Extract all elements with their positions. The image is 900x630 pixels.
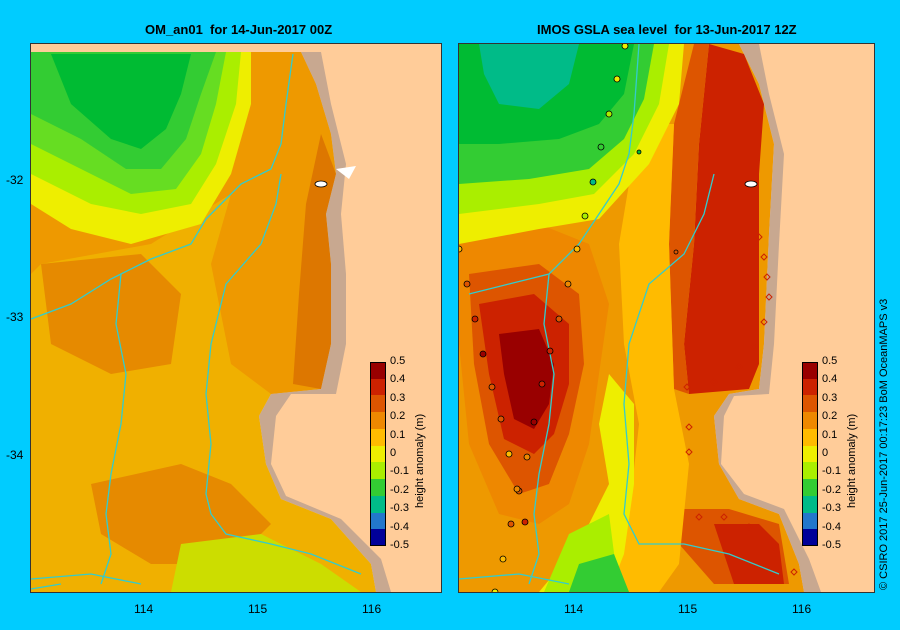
right-map [458,43,875,593]
colorbar-swatch [370,362,386,380]
colorbar-tick-label: 0 [390,447,397,459]
right-colorbar-title: height anomaly (m) [846,413,858,508]
left-colorbar: 0.5 0.4 0.3 0.2 0.1 0 -0.1 -0.2 -0.3 -0.4 -0.5 [370,355,409,551]
right-panel-title: IMOS GSLA sea level for 13-Jun-2017 12Z [537,22,797,37]
x-tick: 115 [248,602,268,616]
left-colorbar-title: height anomaly (m) [414,413,426,508]
colorbar-tick-label: 0.3 [390,391,406,404]
colorbar-swatch [802,412,818,430]
altimetry-markers [459,44,679,592]
colorbar-swatch [370,445,386,463]
colorbar-swatch [802,428,818,447]
colorbar-swatch [370,462,386,480]
colorbar-tick-label: -0.3 [822,502,841,515]
colorbar-tick-label: -0.5 [390,539,409,551]
colorbar-swatch [370,512,386,530]
colorbar-swatch [802,462,818,480]
colorbar-tick-label: 0.2 [390,410,406,423]
colorbar-swatch [370,378,386,396]
colorbar-swatch [802,445,818,463]
right-colorbar: 0.5 0.4 0.3 0.2 0.1 0 -0.1 -0.2 -0.3 -0.4 -0.5 [802,355,841,551]
colorbar-swatch [802,479,818,497]
colorbar-swatch [802,395,818,413]
colorbar-tick-label: 0.2 [822,410,838,423]
y-tick: -33 [6,310,24,324]
x-tick: 116 [362,602,382,616]
x-tick: 114 [134,602,154,616]
coastal-markers [683,233,798,576]
colorbar-swatch [802,362,818,380]
colorbar-swatch [370,495,386,514]
x-tick: 114 [564,602,584,616]
colorbar-tick-label: -0.1 [390,465,409,478]
y-tick: -34 [6,448,24,462]
colorbar-tick-label: -0.4 [822,520,841,533]
colorbar-swatch [370,395,386,413]
colorbar-tick-label: 0.5 [822,355,838,367]
left-map [30,43,442,593]
x-tick: 116 [792,602,812,616]
colorbar-tick-label: 0 [822,447,829,459]
colorbar-swatch [802,378,818,396]
colorbar-tick-label: 0.4 [390,373,406,386]
colorbar-tick-label: 0.3 [822,391,838,404]
x-tick: 115 [678,602,698,616]
colorbar-swatch [370,412,386,430]
colorbar-tick-label: -0.4 [390,520,409,533]
colorbar-tick-label: 0.1 [822,428,838,441]
colorbar-tick-label: 0.5 [390,355,406,367]
colorbar-tick-label: -0.2 [822,483,841,496]
colorbar-tick-label: -0.3 [390,502,409,515]
credit-text: © CSIRO 2017 25-Jun-2017 00:17:23 BoM Oc… [878,298,890,590]
y-tick: -32 [6,173,24,187]
colorbar-swatch [802,495,818,514]
colorbar-swatch [370,428,386,447]
colorbar-tick-label: -0.2 [390,483,409,496]
colorbar-tick-label: -0.5 [822,539,841,551]
colorbar-swatch [802,512,818,530]
colorbar-tick-label: 0.4 [822,373,838,386]
colorbar-tick-label: -0.1 [822,465,841,478]
left-panel-title: OM_an01 for 14-Jun-2017 00Z [145,22,333,37]
colorbar-swatch [370,529,386,547]
colorbar-tick-label: 0.1 [390,428,406,441]
colorbar-swatch [370,479,386,497]
colorbar-swatch [802,529,818,547]
